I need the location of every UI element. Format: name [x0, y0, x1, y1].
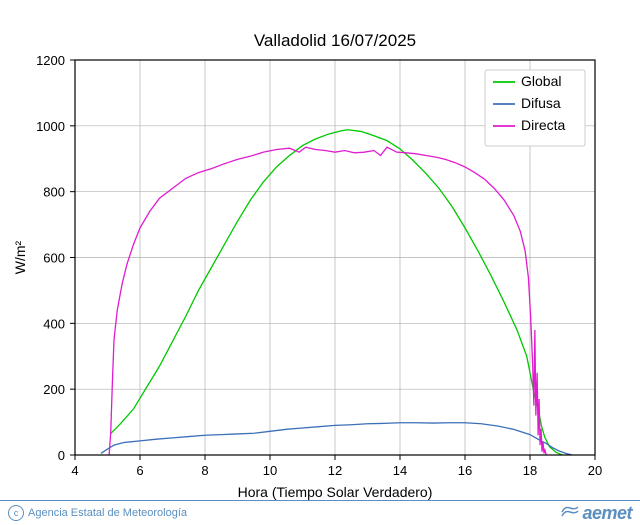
- svg-text:400: 400: [43, 316, 65, 331]
- svg-text:1200: 1200: [36, 53, 65, 68]
- svg-text:8: 8: [201, 463, 208, 478]
- svg-text:Valladolid 16/07/2025: Valladolid 16/07/2025: [254, 31, 416, 50]
- copyright-icon: c: [8, 505, 24, 521]
- footer-org: Agencia Estatal de Meteorología: [28, 507, 187, 519]
- footer-logo: aemet: [560, 503, 632, 524]
- svg-text:1000: 1000: [36, 119, 65, 134]
- svg-text:20: 20: [588, 463, 602, 478]
- svg-text:14: 14: [393, 463, 407, 478]
- svg-text:4: 4: [71, 463, 78, 478]
- logo-swirl-icon: [560, 503, 580, 524]
- svg-text:800: 800: [43, 185, 65, 200]
- svg-text:Global: Global: [521, 73, 561, 89]
- footer-logo-text: aemet: [582, 503, 632, 524]
- chart-svg: 468101214161820020040060080010001200Vall…: [0, 0, 640, 500]
- svg-text:10: 10: [263, 463, 277, 478]
- svg-text:Directa: Directa: [521, 117, 566, 133]
- svg-text:600: 600: [43, 251, 65, 266]
- svg-text:200: 200: [43, 382, 65, 397]
- svg-text:W/m²: W/m²: [12, 240, 28, 274]
- footer-left: c Agencia Estatal de Meteorología: [8, 505, 187, 521]
- svg-text:6: 6: [136, 463, 143, 478]
- svg-text:Hora (Tiempo Solar Verdadero): Hora (Tiempo Solar Verdadero): [238, 484, 433, 500]
- svg-text:12: 12: [328, 463, 342, 478]
- footer: c Agencia Estatal de Meteorología aemet: [0, 500, 640, 525]
- svg-text:0: 0: [58, 448, 65, 463]
- svg-text:16: 16: [458, 463, 472, 478]
- svg-text:18: 18: [523, 463, 537, 478]
- chart-container: 468101214161820020040060080010001200Vall…: [0, 0, 640, 500]
- svg-text:Difusa: Difusa: [521, 95, 561, 111]
